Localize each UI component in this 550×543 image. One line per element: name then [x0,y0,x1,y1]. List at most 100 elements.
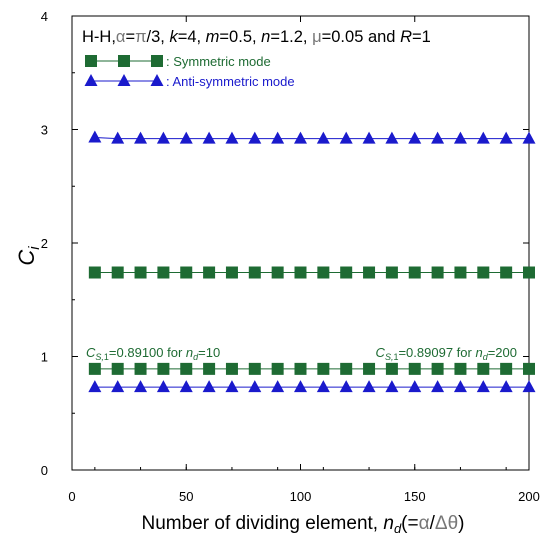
data-point-antisymmetric [316,131,330,144]
data-point-symmetric [294,266,307,279]
data-point-antisymmetric [522,131,536,144]
legend: : Symmetric mode : Anti-symmetric mode [84,54,295,89]
data-point-symmetric [134,362,147,375]
legend-antisymmetric-marker [117,74,131,86]
legend-antisymmetric-marker [84,74,98,86]
data-point-antisymmetric [88,130,102,143]
data-point-antisymmetric [202,380,216,393]
axis-tick-labels: 0 50 100 150 200 0 1 2 3 4 [41,9,540,504]
data-point-antisymmetric [385,380,399,393]
data-point-antisymmetric [179,131,193,144]
data-point-symmetric [523,362,535,375]
data-point-symmetric [363,362,376,375]
data-point-symmetric [157,266,170,279]
y-axis-label: Ci [14,246,43,266]
data-point-symmetric [88,266,101,279]
series-layer [88,130,536,393]
data-point-antisymmetric [248,131,262,144]
data-point-antisymmetric [499,131,513,144]
x-tick-label: 0 [68,489,75,504]
data-point-antisymmetric [316,380,330,393]
data-point-symmetric [363,266,376,279]
legend-antisymmetric-label: : Anti-symmetric mode [166,74,295,89]
data-point-antisymmetric [134,380,148,393]
x-tick-label: 100 [290,489,312,504]
data-point-antisymmetric [362,131,376,144]
chart-title: H-H,α=π/3, k=4, m=0.5, n=1.2, μ=0.05 and… [82,28,431,46]
data-point-antisymmetric [362,380,376,393]
data-point-symmetric [157,362,170,375]
annotation-nd200: CS,1=0.89097 for nd=200 [376,345,517,362]
data-point-symmetric [271,362,284,375]
data-point-antisymmetric [453,380,467,393]
data-point-symmetric [431,362,444,375]
data-point-symmetric [180,266,193,279]
data-point-symmetric [454,362,467,375]
data-point-antisymmetric [522,380,536,393]
data-point-symmetric [317,362,330,375]
data-point-antisymmetric [271,380,285,393]
data-point-symmetric [88,362,101,375]
data-point-symmetric [500,362,513,375]
x-axis-label: Number of dividing element, nd(=α/Δθ) [142,513,465,536]
x-tick-label: 200 [518,489,540,504]
data-point-antisymmetric [111,380,125,393]
data-point-antisymmetric [88,380,102,393]
data-point-antisymmetric [408,131,422,144]
data-point-antisymmetric [156,131,170,144]
y-tick-label: 2 [41,236,48,251]
data-point-antisymmetric [179,380,193,393]
data-point-symmetric [271,266,284,279]
y-tick-label: 1 [41,350,48,365]
data-point-symmetric [408,362,421,375]
data-point-symmetric [408,266,421,279]
data-point-symmetric [294,362,307,375]
plot-frame [71,15,530,471]
data-point-antisymmetric [294,380,307,393]
data-point-symmetric [454,266,467,279]
legend-symmetric-label: : Symmetric mode [166,54,271,69]
data-point-symmetric [225,266,238,279]
data-point-antisymmetric [476,131,490,144]
legend-item-antisymmetric: : Anti-symmetric mode [84,74,295,89]
legend-symmetric-marker [85,55,97,67]
data-point-symmetric [111,266,124,279]
annotation-nd10: CS,1=0.89100 for nd=10 [86,345,220,362]
data-point-symmetric [385,362,398,375]
data-point-antisymmetric [156,380,170,393]
data-point-antisymmetric [111,131,125,144]
data-point-symmetric [225,362,238,375]
data-point-symmetric [180,362,193,375]
data-point-antisymmetric [248,380,262,393]
y-tick-label: 3 [41,123,48,138]
data-point-antisymmetric [453,131,467,144]
data-point-antisymmetric [339,380,353,393]
data-point-symmetric [477,266,490,279]
data-point-antisymmetric [499,380,513,393]
data-point-symmetric [203,362,216,375]
data-point-antisymmetric [225,131,239,144]
data-point-antisymmetric [431,380,445,393]
data-point-symmetric [248,362,261,375]
data-point-antisymmetric [476,380,490,393]
legend-symmetric-marker [151,55,163,67]
data-point-antisymmetric [225,380,239,393]
data-point-symmetric [134,266,147,279]
data-point-antisymmetric [202,131,216,144]
data-point-symmetric [340,266,353,279]
data-point-antisymmetric [271,131,285,144]
data-point-antisymmetric [339,131,353,144]
data-point-antisymmetric [431,131,445,144]
data-point-symmetric [385,266,398,279]
data-point-antisymmetric [385,131,399,144]
legend-item-symmetric: : Symmetric mode [85,54,271,69]
data-point-symmetric [111,362,124,375]
x-tick-label: 50 [179,489,193,504]
data-point-symmetric [477,362,490,375]
series-line [94,136,529,140]
data-point-symmetric [523,266,535,279]
y-tick-label: 0 [41,463,48,478]
data-point-symmetric [203,266,216,279]
legend-symmetric-marker [118,55,130,67]
